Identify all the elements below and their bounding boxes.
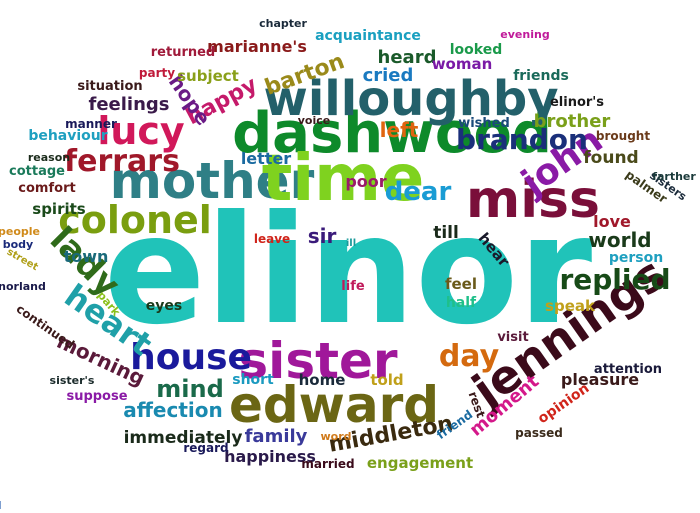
word-mariannes: marianne's bbox=[207, 37, 307, 56]
word-mind: mind bbox=[156, 375, 224, 403]
word-acquaintance: acquaintance bbox=[315, 28, 421, 44]
word-farther: farther bbox=[652, 170, 696, 183]
word-body: body bbox=[3, 238, 33, 251]
corner-mark bbox=[0, 501, 7, 509]
word-found: found bbox=[583, 148, 638, 168]
word-elinor: elinor bbox=[104, 184, 592, 358]
word-life: life bbox=[341, 279, 365, 294]
word-situation: situation bbox=[77, 79, 142, 94]
word-family: family bbox=[245, 426, 308, 447]
word-cried: cried bbox=[363, 65, 414, 86]
word-pleasure: pleasure bbox=[561, 370, 639, 389]
word-miss: miss bbox=[466, 170, 600, 230]
word-town: town bbox=[64, 247, 109, 266]
word-brother: brother bbox=[534, 111, 611, 132]
word-edward: edward bbox=[229, 376, 439, 434]
word-immediately: immediately bbox=[124, 428, 243, 448]
word-speak: speak bbox=[545, 297, 596, 315]
word-half: half bbox=[446, 295, 477, 311]
word-affection: affection bbox=[123, 398, 223, 422]
word-party: party bbox=[139, 66, 175, 80]
word-woman: woman bbox=[432, 55, 493, 73]
word-world: world bbox=[588, 228, 651, 252]
word-evening: evening bbox=[500, 28, 549, 41]
word-colonel: colonel bbox=[58, 198, 212, 242]
word-engagement: engagement bbox=[367, 454, 473, 472]
word-passed: passed bbox=[515, 426, 563, 440]
word-chapter: chapter bbox=[259, 17, 307, 30]
word-home: home bbox=[299, 371, 346, 389]
word-word: word bbox=[320, 430, 351, 443]
word-brought: brought bbox=[596, 129, 650, 143]
word-replied: replied bbox=[559, 263, 670, 296]
word-visit: visit bbox=[497, 330, 528, 345]
word-time: time bbox=[262, 142, 425, 216]
word-mother: mother bbox=[110, 152, 315, 210]
word-day: day bbox=[439, 339, 500, 374]
word-people: people bbox=[0, 225, 40, 238]
word-attention: attention bbox=[594, 362, 662, 377]
word-leave: leave bbox=[254, 232, 290, 246]
word-ferrars: ferrars bbox=[64, 144, 180, 179]
word-dear: dear bbox=[385, 177, 452, 207]
word-willoughby: willoughby bbox=[263, 71, 558, 127]
word-poor: poor bbox=[345, 172, 386, 191]
word-house: house bbox=[130, 337, 252, 378]
word-norland: norland bbox=[0, 280, 46, 293]
word-happiness: happiness bbox=[224, 447, 316, 466]
word-dashwood: dashwood bbox=[232, 101, 552, 166]
word-feel: feel bbox=[445, 275, 477, 293]
word-friends: friends bbox=[513, 68, 569, 84]
word-looked: looked bbox=[450, 42, 503, 58]
word-lucy: lucy bbox=[97, 109, 185, 153]
word-person: person bbox=[609, 250, 663, 266]
word-manner: manner bbox=[65, 117, 117, 131]
word-wished: wished bbox=[458, 116, 510, 131]
word-regard: regard bbox=[183, 441, 228, 455]
word-letter: letter bbox=[241, 149, 291, 168]
word-elinors: elinor's bbox=[550, 95, 604, 110]
word-suppose: suppose bbox=[66, 389, 127, 404]
word-ill: ill bbox=[346, 238, 356, 249]
word-comfort: comfort bbox=[18, 181, 75, 196]
word-reason: reason bbox=[28, 151, 70, 164]
word-told: told bbox=[370, 371, 403, 389]
word-left: left bbox=[380, 118, 419, 142]
word-till: till bbox=[433, 223, 459, 243]
word-voice: voice bbox=[298, 114, 330, 127]
word-returned: returned bbox=[151, 45, 216, 60]
word-brandon: brandon bbox=[456, 123, 588, 156]
word-eyes: eyes bbox=[146, 298, 182, 314]
word-sister: sister bbox=[238, 332, 397, 390]
word-subject: subject bbox=[177, 67, 239, 85]
word-heard: heard bbox=[378, 47, 437, 68]
word-feelings: feelings bbox=[89, 94, 170, 115]
word-love: love bbox=[593, 212, 631, 231]
word-behaviour: behaviour bbox=[28, 128, 107, 144]
word-spirits: spirits bbox=[32, 200, 86, 218]
word-married: married bbox=[301, 457, 354, 471]
word-cottage: cottage bbox=[9, 164, 65, 179]
word-sir: sir bbox=[308, 224, 337, 248]
word-short: short bbox=[232, 372, 274, 388]
word-sisters-poss: sister's bbox=[50, 374, 95, 387]
